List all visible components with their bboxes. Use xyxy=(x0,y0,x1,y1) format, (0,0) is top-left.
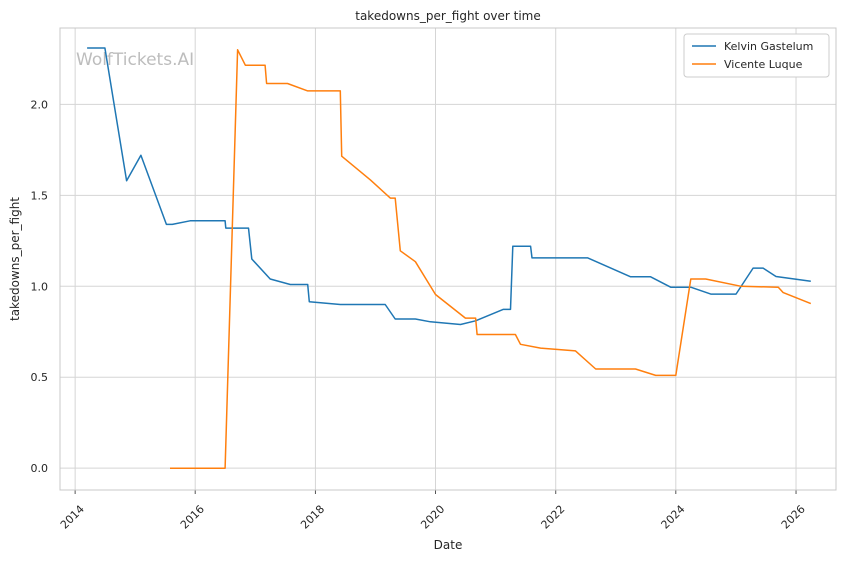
series-line-vicente-luque xyxy=(170,49,812,469)
y-tick-label: 1.5 xyxy=(31,189,49,202)
x-tick-label: 2022 xyxy=(539,503,568,532)
y-tick-label: 2.0 xyxy=(31,98,49,111)
x-tick-label: 2014 xyxy=(58,503,87,532)
x-tick-label: 2016 xyxy=(178,503,207,532)
legend-label-vicente-luque: Vicente Luque xyxy=(724,58,803,71)
x-tick-label: 2026 xyxy=(779,503,808,532)
legend-box xyxy=(683,33,830,78)
y-axis-label: takedowns_per_fight xyxy=(8,197,22,321)
x-tick-label: 2020 xyxy=(418,503,447,532)
y-tick-label: 0.0 xyxy=(31,462,49,475)
legend: Kelvin Gastelum Vicente Luque xyxy=(683,33,830,78)
series-line-kelvin-gastelum xyxy=(87,47,811,326)
y-tick-label: 0.5 xyxy=(31,371,49,384)
y-tick-labels: 0.0 0.5 1.0 1.5 2.0 xyxy=(31,98,49,475)
plot-area-frame xyxy=(59,27,837,491)
y-grid-lines xyxy=(60,103,836,469)
watermark: WolfTickets.AI xyxy=(76,50,194,70)
x-axis-label: Date xyxy=(434,538,463,552)
y-tick-label: 1.0 xyxy=(31,280,49,293)
x-tick-labels: 2014 2016 2018 2020 2022 2024 2026 xyxy=(58,503,808,532)
legend-label-kelvin-gastelum: Kelvin Gastelum xyxy=(724,40,813,53)
series-layer xyxy=(87,47,812,469)
chart-title: takedowns_per_fight over time xyxy=(355,9,541,23)
x-grid-lines xyxy=(74,28,797,494)
x-tick-label: 2018 xyxy=(298,503,327,532)
x-tick-label: 2024 xyxy=(659,503,688,532)
